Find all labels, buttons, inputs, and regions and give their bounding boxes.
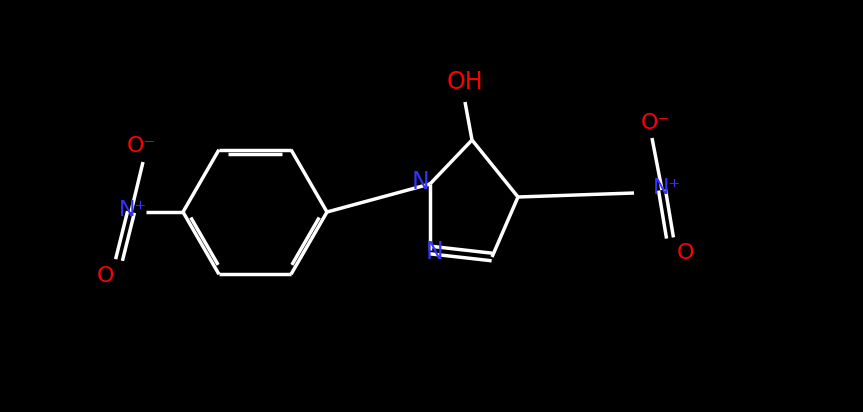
Text: O⁻: O⁻ [640, 113, 670, 133]
Text: O: O [677, 243, 694, 263]
Text: N: N [425, 240, 443, 264]
Text: N⁺: N⁺ [653, 178, 681, 198]
Text: OH: OH [447, 70, 483, 94]
Text: N: N [411, 170, 429, 194]
Text: N⁺: N⁺ [119, 200, 147, 220]
Text: O⁻: O⁻ [126, 136, 155, 156]
Text: O: O [97, 266, 114, 286]
